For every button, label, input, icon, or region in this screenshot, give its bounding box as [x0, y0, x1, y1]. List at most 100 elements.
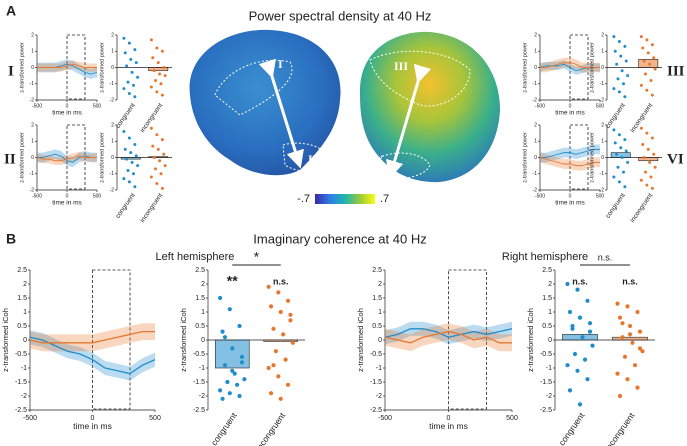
- data-point: [627, 323, 633, 329]
- mean-bar: [214, 339, 250, 369]
- y-tick-label: 2: [111, 122, 114, 128]
- data-point: [645, 88, 649, 92]
- panel-title: Power spectral density at 40 Hz: [249, 8, 432, 23]
- data-point: [134, 61, 138, 65]
- data-point: [623, 138, 627, 142]
- x-axis-label: time in ms: [52, 199, 82, 206]
- time-window: [66, 124, 86, 190]
- x-tick-label: 500: [596, 193, 605, 199]
- data-point: [151, 144, 155, 148]
- data-point: [154, 167, 157, 171]
- x-tick-label: 500: [93, 193, 102, 199]
- data-point: [227, 307, 232, 312]
- data-point: [625, 304, 630, 309]
- x-tick-label: congruent: [114, 102, 136, 130]
- x-tick-label: -500: [23, 415, 37, 422]
- data-point: [222, 363, 228, 368]
- data-point: [644, 72, 647, 76]
- data-point: [617, 40, 621, 43]
- y-tick-label: 0: [111, 65, 114, 71]
- y-tick-label: 0: [31, 65, 34, 71]
- y-axis-label: z-transformed power: [589, 132, 595, 183]
- data-point: [642, 59, 646, 63]
- y-axis-label: z-transformed power: [99, 132, 105, 183]
- data-point: [616, 77, 620, 81]
- y-tick-label: -2: [110, 97, 115, 103]
- y-tick-label: 2: [23, 281, 27, 288]
- y-tick-label: -1: [110, 171, 115, 177]
- y-tick-label: 1: [534, 139, 537, 145]
- y-tick-label: 1: [201, 309, 205, 316]
- y-tick-label: 0.5: [195, 323, 205, 330]
- x-tick-label: -500: [32, 103, 42, 109]
- data-point: [285, 382, 291, 387]
- data-point: [620, 69, 624, 73]
- data-point: [612, 128, 616, 132]
- colorbar-label: .7: [380, 193, 389, 205]
- roi-label: II: [4, 151, 16, 167]
- panel-label: B: [6, 231, 16, 247]
- data-point: [125, 157, 129, 161]
- data-point: [266, 284, 271, 289]
- data-point: [127, 180, 131, 184]
- data-point: [281, 332, 286, 337]
- data-point: [158, 72, 162, 76]
- x-tick-label: 500: [596, 103, 605, 109]
- panel-title: Imaginary coherence at 40 Hz: [253, 231, 426, 246]
- time-window: [448, 269, 487, 410]
- data-point: [149, 126, 153, 130]
- data-point: [646, 147, 650, 151]
- y-tick-label: 0: [601, 65, 604, 71]
- data-point: [156, 61, 160, 65]
- roi-label: III: [667, 63, 685, 79]
- y-tick-label: 0.5: [372, 323, 382, 330]
- y-tick-label: 1.5: [17, 295, 27, 302]
- data-point: [268, 304, 274, 309]
- mean-bar: [562, 334, 598, 341]
- series-line: [540, 148, 600, 158]
- data-point: [624, 59, 628, 63]
- data-point: [639, 126, 643, 130]
- mean-bar: [612, 336, 648, 341]
- data-point: [160, 138, 164, 142]
- x-tick-label: 500: [93, 103, 102, 109]
- y-tick-label: 1: [378, 309, 382, 316]
- y-tick-label: 2: [601, 32, 604, 38]
- roi-label: VI: [667, 151, 684, 167]
- data-point: [652, 152, 656, 156]
- data-point: [648, 62, 652, 66]
- data-point: [218, 388, 223, 393]
- data-point: [149, 175, 153, 179]
- y-axis-label: z-transformed power: [19, 42, 25, 93]
- data-point: [149, 85, 153, 89]
- y-axis-label: z-transformed power: [99, 42, 105, 93]
- data-point: [567, 388, 573, 393]
- data-point: [641, 143, 645, 146]
- data-point: [133, 48, 137, 52]
- error-band: [540, 152, 600, 171]
- data-point: [127, 41, 131, 45]
- x-tick-label: -500: [535, 193, 545, 199]
- y-tick-label: 2.5: [542, 267, 552, 274]
- data-point: [288, 312, 293, 317]
- x-tick-label: congruent: [209, 410, 239, 446]
- data-point: [620, 156, 624, 159]
- x-axis-label: time in ms: [52, 109, 82, 116]
- y-tick-label: -2: [199, 393, 205, 400]
- data-point: [587, 321, 593, 326]
- data-point: [155, 46, 159, 50]
- x-tick-label: incongruent: [254, 410, 288, 446]
- data-point: [572, 351, 578, 357]
- data-point: [136, 75, 140, 79]
- y-tick-label: 1: [601, 49, 604, 55]
- data-point: [635, 385, 640, 390]
- data-point: [652, 56, 656, 60]
- data-point: [616, 165, 620, 169]
- data-point: [268, 391, 274, 396]
- y-tick-label: -1.5: [15, 379, 27, 386]
- error-band: [37, 59, 97, 79]
- error-band: [37, 151, 97, 165]
- y-tick-label: -2: [600, 97, 605, 103]
- y-tick-label: 2.5: [195, 267, 205, 274]
- series-line: [384, 330, 512, 344]
